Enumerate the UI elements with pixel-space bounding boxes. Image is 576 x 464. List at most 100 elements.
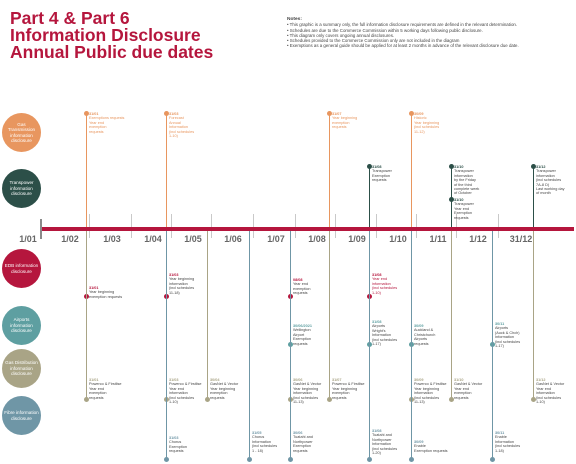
event-text: exemption [332,391,350,396]
event-marker [84,111,89,116]
event-date: 31/07 [332,112,342,116]
event-text: information [169,391,188,396]
event-annotation: 31/08 Airports Wright's Information (incl sc… [372,320,397,346]
event-text: Year beginning [169,277,195,282]
event-line [533,229,534,400]
event-line [411,229,412,460]
event-marker [205,397,210,402]
event-text: Powerco & Firstlise [169,382,202,387]
axis-tick [89,214,90,238]
event-annotation: 31/05 Chorus Information (incl schedules 1 -… [252,431,277,453]
event-line [207,229,208,400]
event-text: information [536,173,555,178]
event-marker [327,111,332,116]
event-line [533,165,534,229]
event-annotation: 31/03 Chorus Exemption requests [169,436,187,454]
event-marker [490,457,495,462]
event-annotation: 30/11 Airports (Auck & Chch) Information (in… [495,322,520,348]
event-annotation: 31/03 Forecast Annual Information (incl sche… [169,112,194,138]
event-text: Year end [89,120,105,125]
event-date: 31/08 [372,429,382,433]
axis-label: 1/12 [469,234,487,244]
event-date: 08/08 [293,278,303,282]
event-date: 30/11 [495,431,505,435]
event-marker [247,457,252,462]
axis-label: 1/10 [389,234,407,244]
event-text: 1-10) [169,134,178,139]
event-text: requests [210,395,225,400]
event-date: 30/06 [293,431,303,435]
event-text: requests [293,291,308,296]
sector-circle-fibre: Fibre information disclosure [2,396,41,435]
event-line [411,112,412,229]
note-item: • Exemptions as a general guide should b… [287,43,519,49]
event-text: Year end [536,386,552,391]
axis-tick [294,214,296,238]
event-text: (incl schedules [252,444,278,449]
event-annotation: 31/08 Transpower Exemption requests [372,165,392,183]
event-text: 7A-8 D) [536,182,550,187]
notes-box: Notes: • This graphic is a summary only,… [287,17,569,49]
event-date: 30/06/2021 [293,324,313,328]
event-date: 31/03 [169,273,179,277]
event-date: 30/04 [210,378,220,382]
event-text: Northpower [293,439,313,444]
event-text: Year end [169,386,185,391]
event-text: Northpower [372,437,392,442]
axis-label: 1/08 [308,234,326,244]
event-text: requests [454,395,469,400]
event-line [369,165,370,229]
event-text: (incl schedules [372,286,398,291]
event-text: Transpower [536,169,556,174]
axis-label: 1/02 [61,234,79,244]
event-text: Year beginning [332,116,358,121]
sector-label: Gas Distribution information disclosure [5,360,38,377]
event-text: Tuatahi and [293,435,313,440]
event-annotation: 31/12 Transpower information (incl schedule… [536,165,565,196]
sector-label: Airports information disclosure [10,317,33,334]
note-item: • This graphic is a summary only, the fu… [287,22,518,28]
event-text: Enable [495,435,507,440]
axis-label: 1/07 [267,234,285,244]
event-text: Exemption [372,173,390,178]
event-text: Transpower [454,169,474,174]
event-text: (incl schedules [495,339,521,344]
event-text: Airport [293,332,305,337]
event-date: 31/05 [252,431,262,435]
event-text: Exemption [169,444,187,449]
timeline-axis-start [40,219,42,239]
axis-label: 1/05 [184,234,202,244]
sector-circle-gas-transmission: Gas Transmission information disclosure [2,113,41,152]
event-date: 30/11 [495,322,505,326]
event-date: 30/09 [414,324,424,328]
event-text: Year end [89,386,105,391]
event-text: Transpower [372,169,392,174]
event-text: Year beginning [293,386,319,391]
event-annotation: 30/09 Historic Year beginning (incl schedul… [414,112,439,134]
event-line [329,112,330,229]
event-date: 30/09 [414,112,424,116]
event-line [329,229,330,400]
event-text: requests [414,341,429,346]
event-line [451,198,452,229]
event-date: 31/01 [89,112,99,116]
event-text: 1-10) [372,290,381,295]
event-annotation: 31/01 Year beginning exemption requests [89,286,122,299]
title-line-1: Part 4 & Part 6 [10,8,130,28]
event-annotation: 08/08 Year end exemption requests [293,278,311,296]
axis-tick [171,214,172,238]
sector-circle-airports: Airports information disclosure [2,306,41,345]
event-text: 11-12) [414,129,425,134]
event-text: requests [89,395,104,400]
event-annotation: 31/03 Powerco & Firstlise Year end informat… [169,378,202,404]
event-text: Year beginning [210,386,236,391]
event-text: Wright's [372,328,386,333]
axis-label: 1/06 [224,234,242,244]
event-text: information [536,391,555,396]
event-annotation: 30/06 GasNet & Vector Year beginning inform… [293,378,321,404]
event-marker [327,397,332,402]
event-text: Exemption [454,211,472,216]
event-text: requests [454,215,469,220]
event-annotation: 31/07 Year beginning exemption requests [332,112,357,130]
event-text: 1-18) [495,448,504,453]
